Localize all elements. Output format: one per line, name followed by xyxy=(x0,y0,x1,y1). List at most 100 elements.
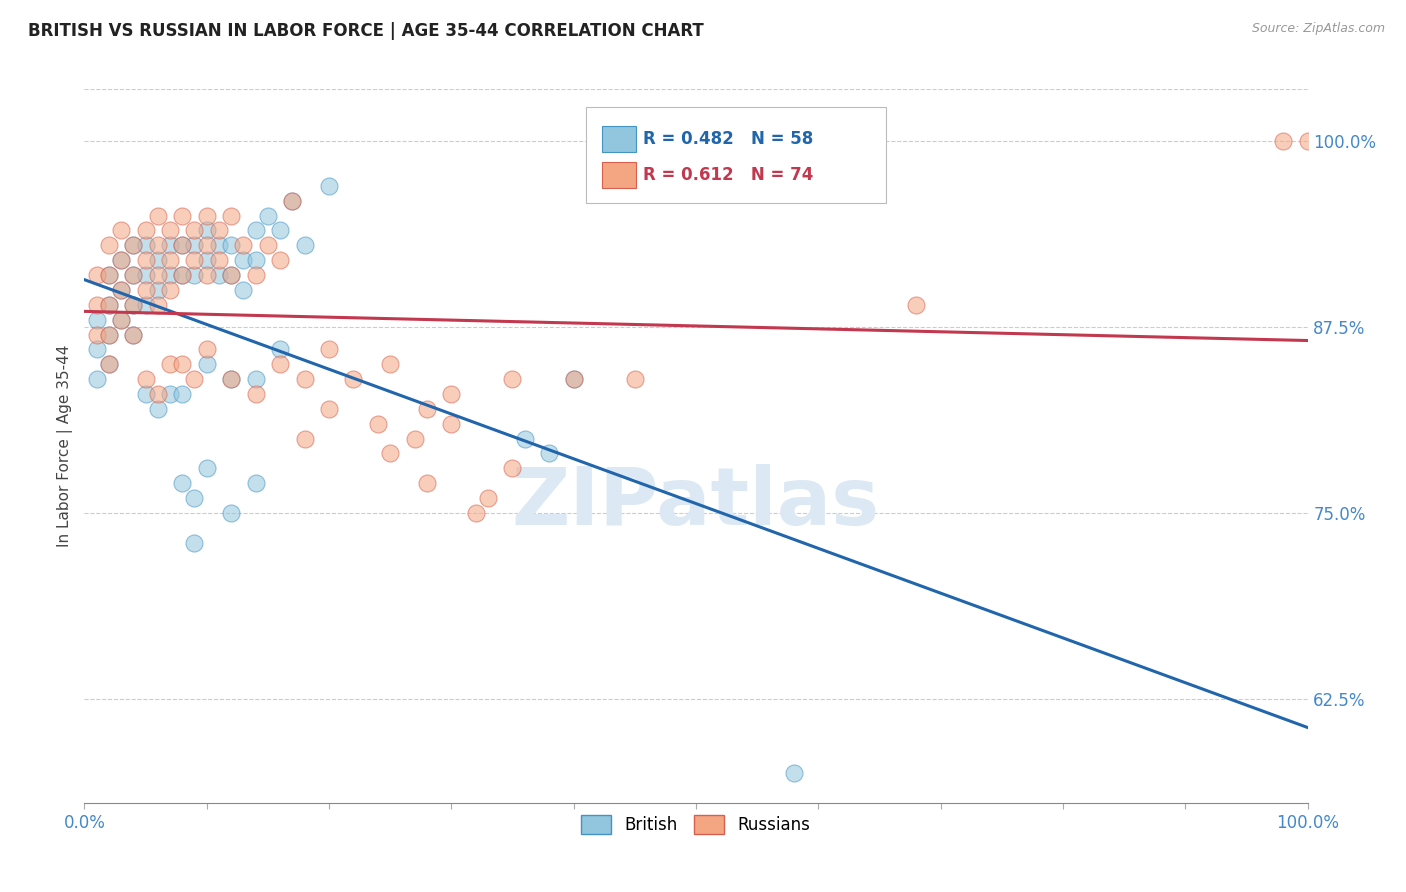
Point xyxy=(269,343,291,357)
Point xyxy=(97,298,120,312)
Point xyxy=(257,209,280,223)
Point xyxy=(269,357,291,371)
Point xyxy=(208,238,231,252)
Point xyxy=(245,387,267,401)
Point xyxy=(208,268,231,282)
Point xyxy=(219,372,242,386)
Point xyxy=(146,209,169,223)
Point xyxy=(208,223,231,237)
Point xyxy=(86,343,108,357)
Point xyxy=(159,357,181,371)
Point xyxy=(195,461,218,475)
Point xyxy=(245,372,267,386)
Point xyxy=(294,238,316,252)
Point xyxy=(232,253,254,268)
Point xyxy=(146,268,169,282)
Point xyxy=(97,357,120,371)
Point xyxy=(219,372,242,386)
Point xyxy=(269,253,291,268)
Point xyxy=(86,312,108,326)
Point xyxy=(146,387,169,401)
Text: ZIPatlas: ZIPatlas xyxy=(512,464,880,542)
Point xyxy=(562,372,585,386)
Point xyxy=(122,268,145,282)
Point xyxy=(135,372,157,386)
Point xyxy=(416,476,439,491)
Point xyxy=(380,357,402,371)
Point xyxy=(245,268,267,282)
Point xyxy=(135,223,157,237)
Text: R = 0.612   N = 74: R = 0.612 N = 74 xyxy=(644,166,814,184)
Point xyxy=(172,268,194,282)
Point xyxy=(172,268,194,282)
Point xyxy=(464,506,486,520)
Point xyxy=(342,372,364,386)
Point xyxy=(97,327,120,342)
Point xyxy=(159,283,181,297)
Point xyxy=(172,387,194,401)
Point xyxy=(219,268,242,282)
Point xyxy=(232,283,254,297)
Point xyxy=(172,209,194,223)
FancyBboxPatch shape xyxy=(586,107,886,203)
Point xyxy=(86,298,108,312)
Point xyxy=(172,238,194,252)
Point xyxy=(318,343,340,357)
Point xyxy=(502,372,524,386)
Point xyxy=(159,238,181,252)
Point xyxy=(97,268,120,282)
Point xyxy=(146,238,169,252)
Point xyxy=(294,372,316,386)
Y-axis label: In Labor Force | Age 35-44: In Labor Force | Age 35-44 xyxy=(58,345,73,547)
Point xyxy=(97,357,120,371)
Point xyxy=(245,476,267,491)
Point xyxy=(122,298,145,312)
Point xyxy=(86,268,108,282)
Point xyxy=(110,253,132,268)
Point xyxy=(183,372,205,386)
Point xyxy=(159,387,181,401)
Point xyxy=(122,327,145,342)
Point xyxy=(1272,134,1295,148)
Point xyxy=(97,268,120,282)
Point xyxy=(624,372,647,386)
Point xyxy=(245,223,267,237)
Point xyxy=(195,238,218,252)
Point xyxy=(183,253,205,268)
Point xyxy=(172,238,194,252)
Point xyxy=(562,372,585,386)
Point xyxy=(367,417,389,431)
Point xyxy=(281,194,304,208)
Point xyxy=(172,357,194,371)
Point xyxy=(122,238,145,252)
Point xyxy=(440,387,463,401)
Point xyxy=(538,446,561,460)
Point xyxy=(122,268,145,282)
Point xyxy=(232,238,254,252)
Point xyxy=(195,253,218,268)
Point xyxy=(86,327,108,342)
Point xyxy=(172,476,194,491)
Point xyxy=(159,268,181,282)
Point xyxy=(416,401,439,416)
Point xyxy=(97,327,120,342)
Text: Source: ZipAtlas.com: Source: ZipAtlas.com xyxy=(1251,22,1385,36)
Point xyxy=(159,223,181,237)
Point xyxy=(208,253,231,268)
Point xyxy=(783,766,806,780)
Point xyxy=(219,238,242,252)
Point xyxy=(86,372,108,386)
Point xyxy=(380,446,402,460)
Point xyxy=(146,283,169,297)
Point xyxy=(281,194,304,208)
Point xyxy=(183,535,205,549)
Point xyxy=(318,178,340,193)
Point xyxy=(404,432,426,446)
Point xyxy=(110,253,132,268)
Point xyxy=(183,223,205,237)
Point xyxy=(110,312,132,326)
Point xyxy=(110,223,132,237)
Point xyxy=(97,238,120,252)
Point xyxy=(219,268,242,282)
Point xyxy=(183,491,205,505)
